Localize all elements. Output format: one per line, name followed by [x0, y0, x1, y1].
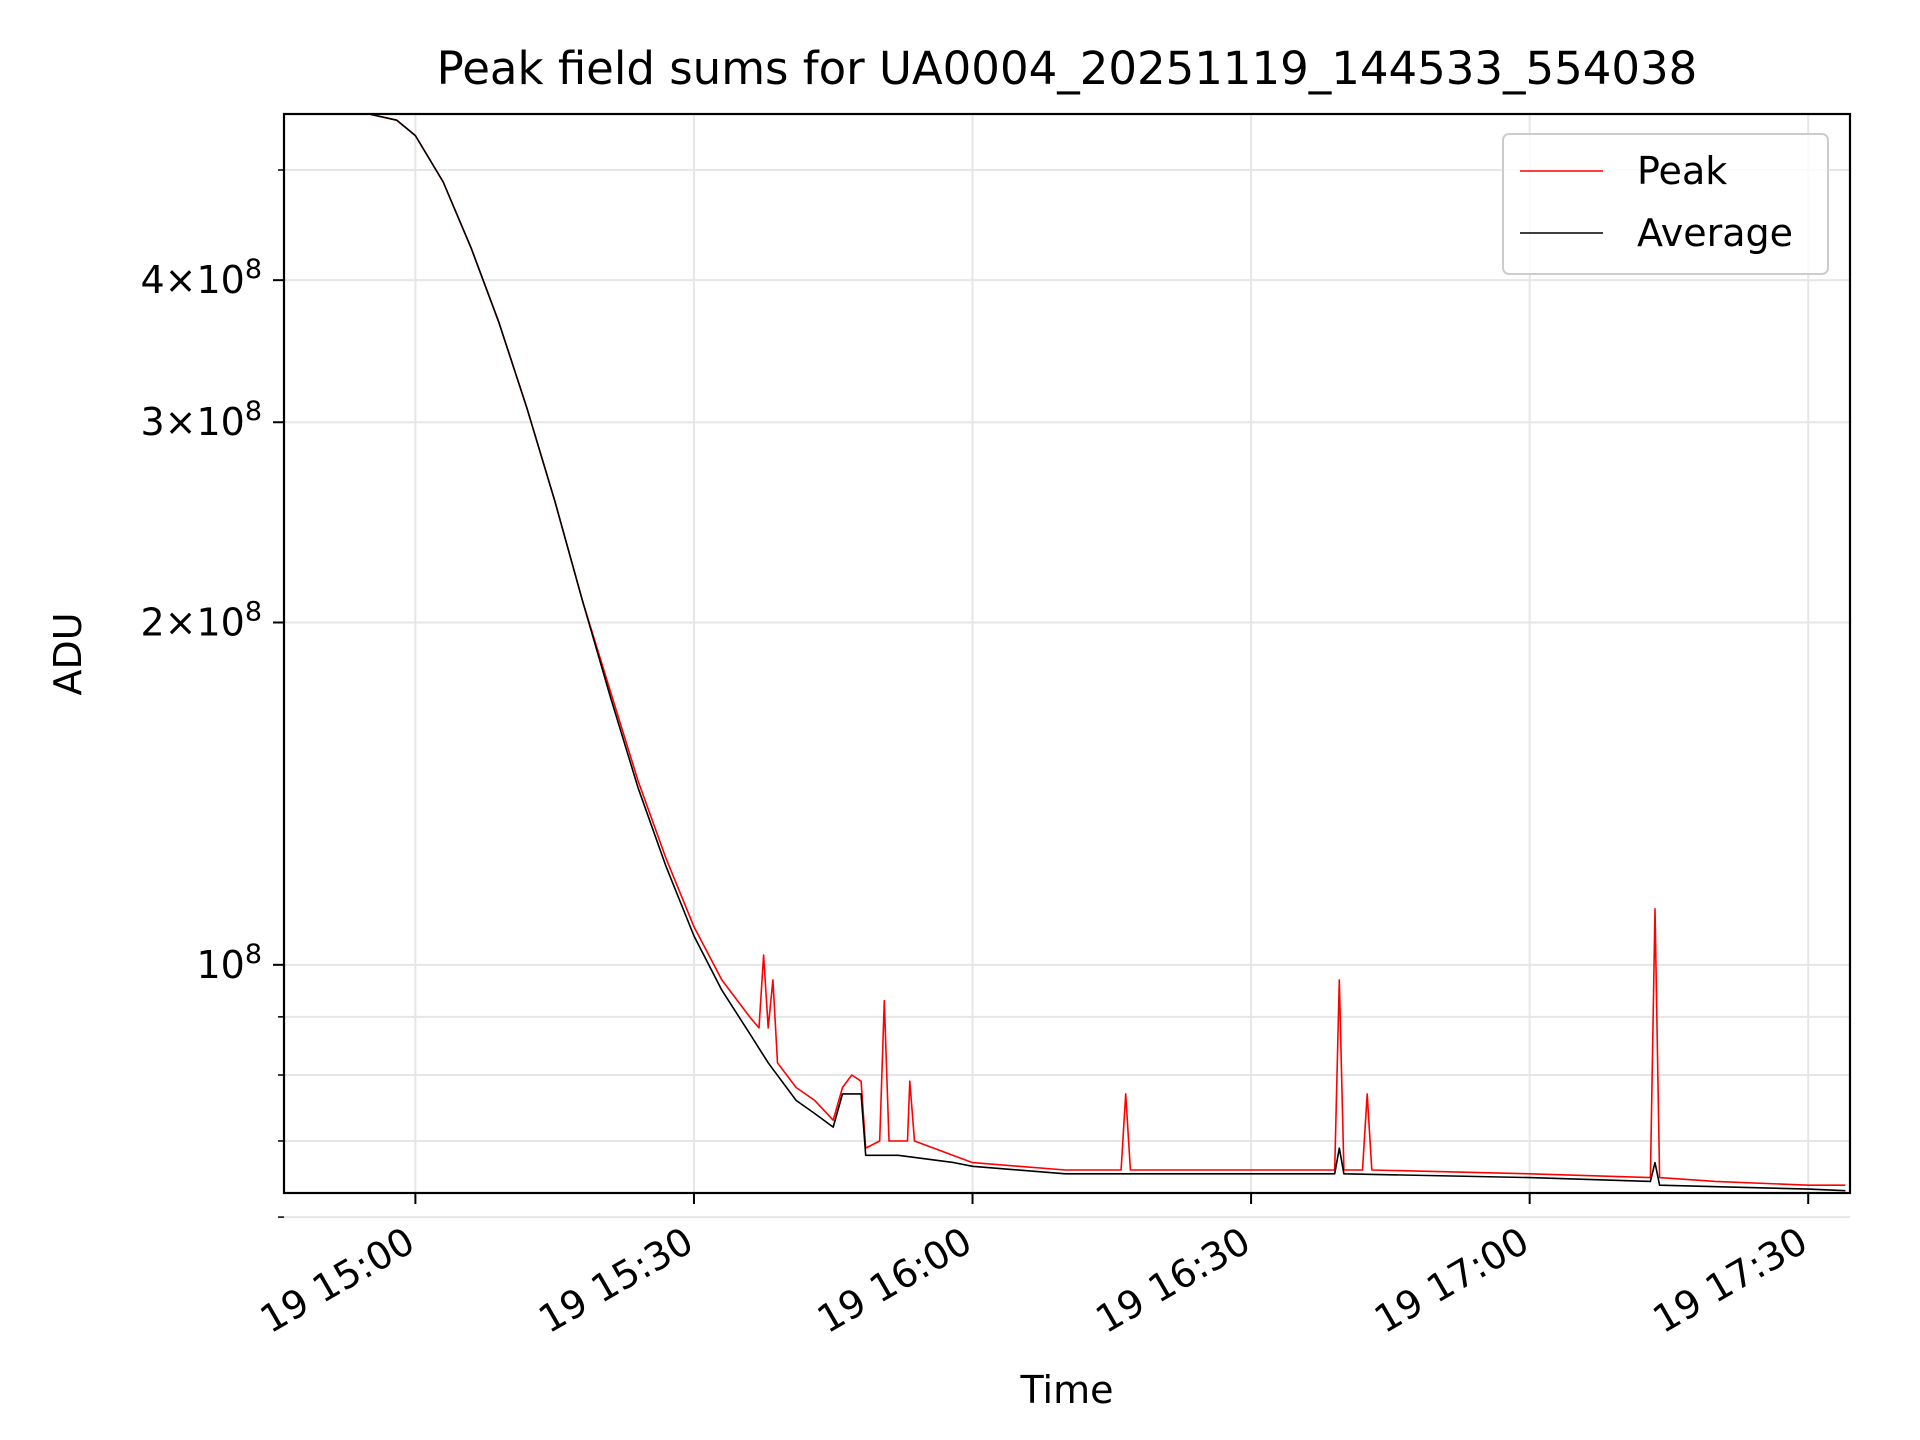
series-line-average [368, 113, 1846, 1192]
legend-label-peak: Peak [1637, 149, 1727, 193]
chart-title: Peak field sums for UA0004_20251119_1445… [437, 42, 1698, 95]
y-tick-label: 4×108 [140, 254, 262, 302]
series-lines [368, 113, 1846, 1192]
plot-frame [282, 112, 1852, 1195]
y-tick-label: 2×108 [140, 596, 262, 644]
y-tick-label: 108 [196, 939, 262, 987]
legend-label-average: Average [1637, 211, 1793, 255]
grid [284, 114, 1850, 1219]
x-axis-label: Time [1020, 1368, 1114, 1412]
y-axis: 108 2×108 3×108 4×108 [140, 169, 284, 1218]
y-axis-label: ADU [46, 612, 90, 695]
legend: Peak Average [1502, 133, 1829, 275]
legend-frame [1502, 133, 1829, 275]
y-tick-label: 3×108 [140, 396, 262, 444]
